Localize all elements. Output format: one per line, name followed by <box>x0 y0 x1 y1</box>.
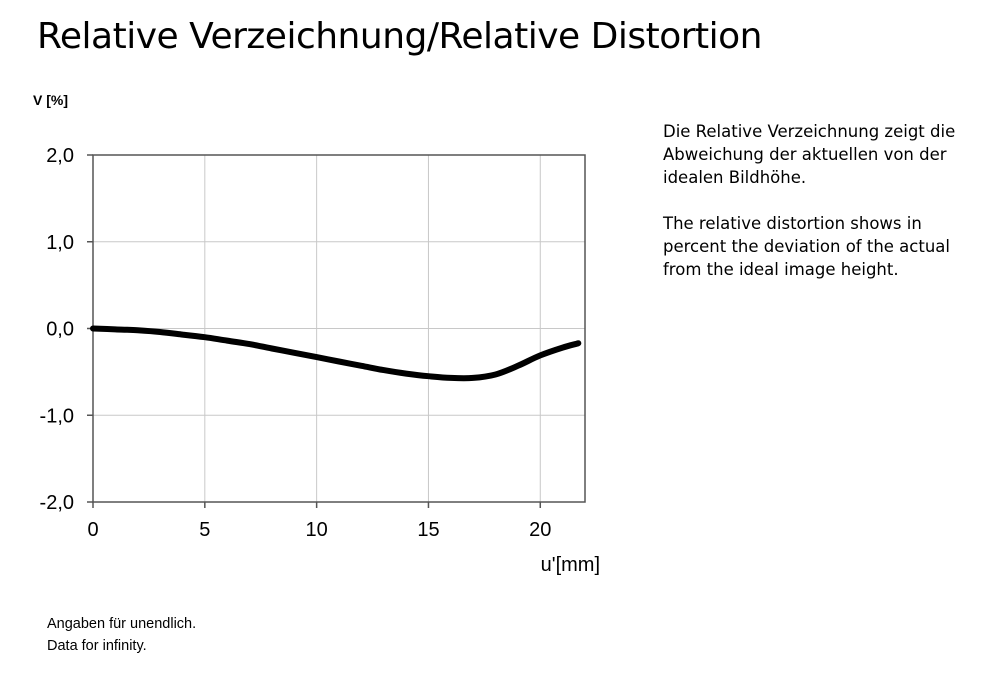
y-tick-label-2: 0,0 <box>46 319 74 341</box>
description: Die Relative Verzeichnung zeigt die Abwe… <box>663 120 983 304</box>
x-tick-label-4: 20 <box>529 519 551 541</box>
y-axis-label: V [%] <box>33 92 68 108</box>
x-tick-label-1: 5 <box>199 519 210 541</box>
description-german: Die Relative Verzeichnung zeigt die Abwe… <box>663 122 956 187</box>
x-tick-label-0: 0 <box>87 519 98 541</box>
description-english: The relative distortion shows in percent… <box>663 214 950 279</box>
y-tick-label-1: 1,0 <box>46 232 74 254</box>
x-tick-label-2: 10 <box>306 519 328 541</box>
y-tick-label-4: -2,0 <box>40 492 74 514</box>
x-axis-label: u'[mm] <box>541 554 600 576</box>
x-axis-ticks: 0 5 10 15 20 <box>87 502 551 541</box>
x-tick-label-3: 15 <box>417 519 439 541</box>
y-axis-ticks: 2,0 1,0 0,0 -1,0 -2,0 <box>40 145 93 514</box>
footnote-german: Angaben für unendlich. <box>47 616 197 632</box>
y-tick-label-0: 2,0 <box>46 145 74 167</box>
footnote: Angaben für unendlich. Data for infinity… <box>47 613 196 657</box>
footnote-english: Data for infinity. <box>47 638 147 654</box>
distortion-series-line <box>90 325 582 382</box>
y-tick-label-3: -1,0 <box>40 405 74 427</box>
chart-grid <box>93 155 585 502</box>
page-title: Relative Verzeichnung/Relative Distortio… <box>37 16 763 57</box>
